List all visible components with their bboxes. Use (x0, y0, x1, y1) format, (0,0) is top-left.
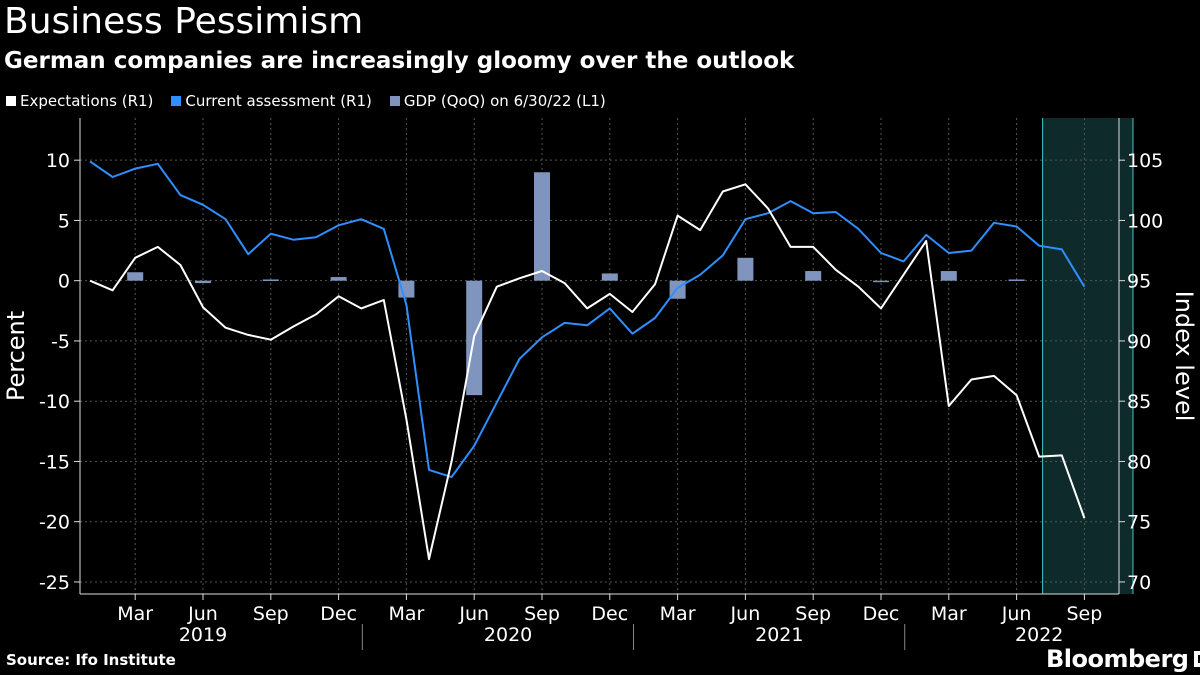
legend-item-current-assessment: Current assessment (R1) (171, 90, 372, 112)
x-axis-tick-label: Dec (320, 603, 357, 625)
right-axis-tick-label: 105 (1127, 150, 1163, 172)
highlight-region (1042, 118, 1133, 594)
gdp-bar (330, 277, 347, 281)
chart-title: Business Pessimism (4, 1, 364, 42)
right-axis-tick-label: 80 (1127, 451, 1151, 473)
left-axis-tick-label: -10 (39, 391, 70, 413)
x-axis-tick-label: Dec (591, 603, 628, 625)
right-axis-tick-label: 75 (1127, 512, 1151, 534)
left-axis-tick-label: -15 (39, 451, 70, 473)
gdp-bar (1008, 279, 1025, 281)
left-axis-tick-label: 5 (58, 210, 70, 232)
x-axis-tick-label: Jun (187, 603, 218, 625)
x-axis-year-label: 2019 (179, 624, 227, 646)
expectations-line (89, 183, 1086, 561)
right-axis-tick-label: 85 (1127, 391, 1151, 413)
x-axis-tick-label: Sep (795, 603, 831, 625)
x-axis-tick-label: Jun (730, 603, 761, 625)
brand-mark-icon (1194, 651, 1200, 667)
left-axis-tick-label: -20 (39, 512, 70, 534)
gdp-bar (873, 280, 889, 283)
x-axis-tick-label: Mar (117, 603, 153, 625)
left-axis-tick-label: -25 (39, 572, 70, 594)
x-axis-tick-label: Mar (388, 603, 424, 625)
brand-logo: Bloomberg (1046, 645, 1200, 673)
gdp-bar (534, 172, 550, 281)
x-axis-tick-label: Jun (458, 603, 489, 625)
legend-item-expectations: Expectations (R1) (6, 90, 153, 112)
source-note: Source: Ifo Institute (6, 651, 176, 669)
x-axis-tick-label: Sep (524, 603, 560, 625)
gdp-bar (601, 273, 618, 281)
x-axis-tick-label: Mar (931, 603, 967, 625)
right-axis-tick-label: 70 (1127, 572, 1151, 594)
brand-name: Bloomberg (1046, 645, 1189, 673)
gdp-bar (805, 271, 822, 281)
gdp-bar (940, 271, 957, 281)
x-axis-tick-label: Jun (1001, 603, 1032, 625)
x-axis-year-label: 2020 (484, 624, 532, 646)
legend-item-gdp: GDP (QoQ) on 6/30/22 (L1) (389, 90, 606, 112)
right-axis-tick-label: 90 (1127, 331, 1151, 353)
left-axis-title: Percent (2, 311, 30, 401)
gdp-bar (127, 272, 144, 281)
right-axis-tick-label: 95 (1127, 271, 1151, 293)
legend: Expectations (R1) Current assessment (R1… (6, 90, 606, 112)
legend-label-gdp: GDP (QoQ) on 6/30/22 (L1) (403, 92, 606, 110)
x-axis-tick-label: Dec (863, 603, 900, 625)
right-axis-tick-label: 100 (1127, 210, 1163, 232)
gdp-bar (737, 257, 754, 281)
legend-label-current-assessment: Current assessment (R1) (185, 92, 372, 110)
legend-swatch-gdp (389, 96, 400, 106)
legend-swatch-expectations (6, 96, 16, 106)
chart-subtitle: German companies are increasingly gloomy… (4, 48, 795, 74)
legend-swatch-current-assessment (171, 96, 182, 106)
right-axis-title: Index level (1170, 291, 1198, 422)
gdp-bar (262, 279, 279, 281)
x-axis-year-label: 2021 (755, 624, 803, 646)
current-assessment-line (89, 160, 1086, 479)
x-axis-tick-label: Mar (660, 603, 696, 625)
left-axis-tick-label: 0 (58, 271, 70, 293)
left-axis-tick-label: 10 (46, 150, 70, 172)
x-axis-tick-label: Sep (1066, 603, 1102, 625)
gdp-bar (195, 280, 211, 284)
x-axis-year-label: 2022 (1015, 624, 1063, 646)
legend-label-expectations: Expectations (R1) (20, 92, 154, 110)
left-axis-tick-label: -5 (51, 331, 70, 353)
x-axis-tick-label: Sep (253, 603, 289, 625)
